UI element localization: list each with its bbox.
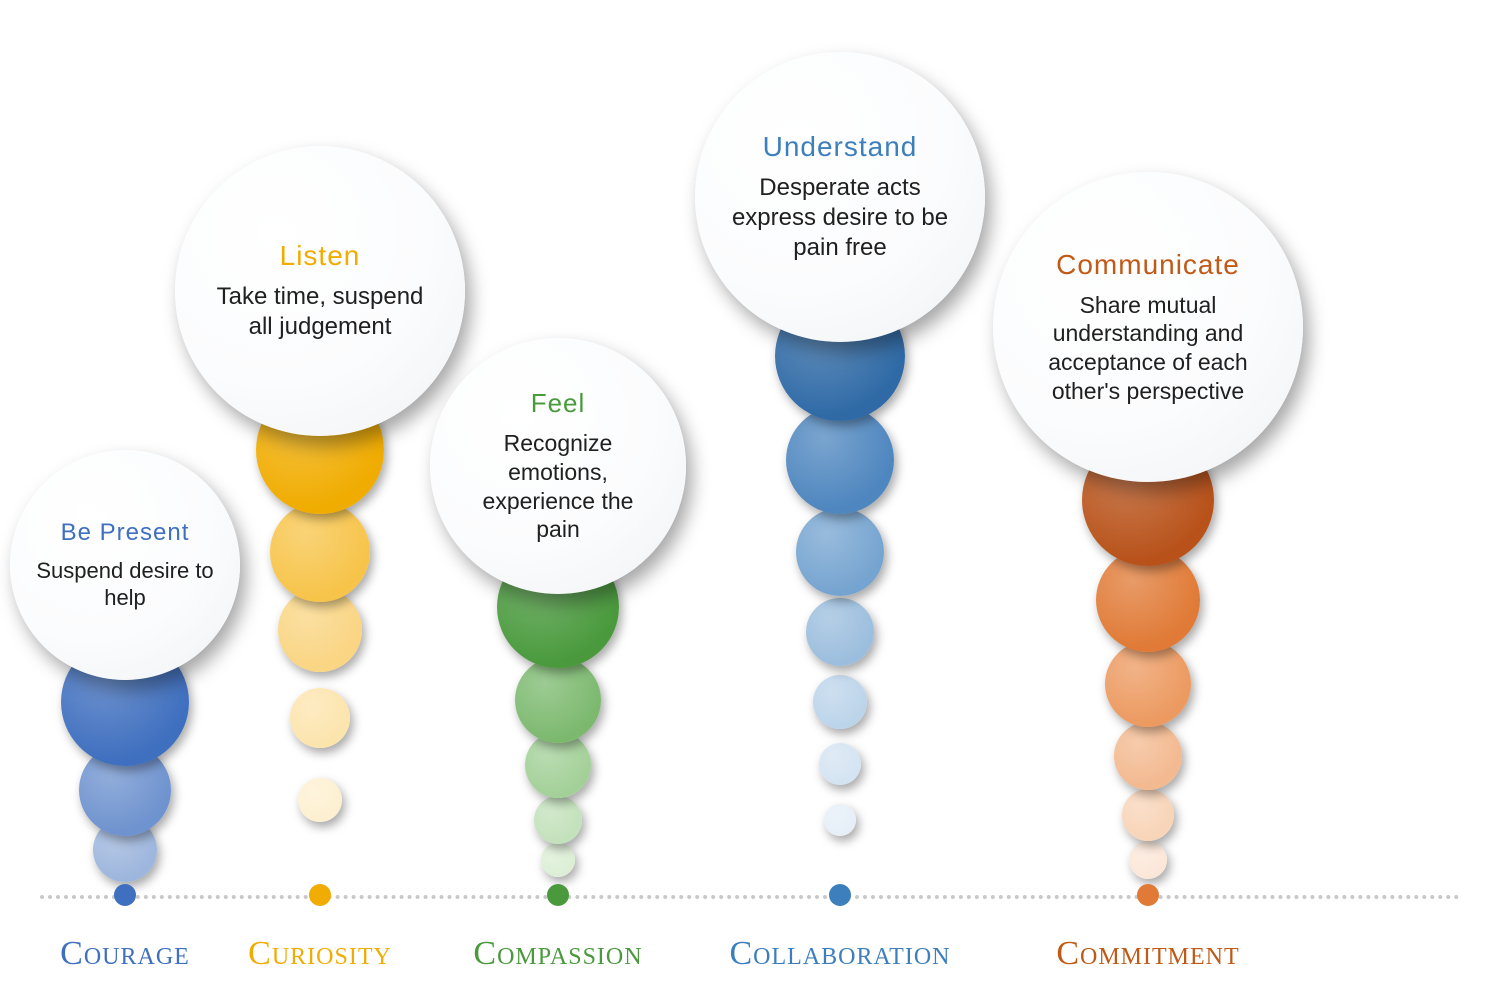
- courage-title: Be Present: [61, 519, 190, 547]
- collaboration-bubble: Understand Desperate acts express desire …: [695, 52, 985, 342]
- courage-footer-label: Courage: [60, 935, 190, 973]
- collaboration-title: Understand: [763, 131, 918, 163]
- curiosity-body: Take time, suspend all judgement: [205, 282, 435, 342]
- compassion-ball: [515, 657, 601, 743]
- collaboration-ball: [824, 804, 856, 836]
- compassion-bubble: Feel Recognize emotions, experience the p…: [430, 338, 686, 594]
- compassion-ball: [534, 796, 582, 844]
- courage-baseline-dot: [114, 884, 136, 906]
- collaboration-ball: [819, 743, 861, 785]
- commitment-ball: [1129, 841, 1167, 879]
- collaboration-ball: [813, 675, 867, 729]
- curiosity-baseline-dot: [309, 884, 331, 906]
- curiosity-ball: [298, 778, 342, 822]
- compassion-title: Feel: [531, 388, 586, 419]
- collaboration-body: Desperate acts express desire to be pain…: [727, 173, 953, 263]
- commitment-title: Communicate: [1056, 249, 1240, 281]
- curiosity-footer-label: Curiosity: [248, 935, 392, 973]
- commitment-ball: [1105, 641, 1191, 727]
- collaboration-baseline-dot: [829, 884, 851, 906]
- collaboration-ball: [806, 598, 874, 666]
- commitment-ball: [1122, 789, 1174, 841]
- commitment-baseline-dot: [1137, 884, 1159, 906]
- commitment-body: Share mutual understanding and acceptanc…: [1029, 291, 1267, 406]
- compassion-ball: [541, 843, 575, 877]
- commitment-ball: [1114, 722, 1182, 790]
- commitment-bubble: Communicate Share mutual understanding an…: [993, 172, 1303, 482]
- collaboration-ball: [796, 508, 884, 596]
- curiosity-title: Listen: [280, 240, 361, 272]
- curiosity-ball: [270, 502, 370, 602]
- collaboration-footer-label: Collaboration: [730, 935, 951, 973]
- compassion-body: Recognize emotions, experience the pain: [460, 429, 656, 544]
- collaboration-ball: [786, 406, 894, 514]
- curiosity-ball: [290, 688, 350, 748]
- baseline: [40, 895, 1460, 899]
- courage-body: Suspend desire to help: [34, 557, 216, 612]
- courage-bubble: Be Present Suspend desire to help: [10, 450, 240, 680]
- compassion-baseline-dot: [547, 884, 569, 906]
- commitment-footer-label: Commitment: [1056, 935, 1239, 973]
- infographic-stage: Be Present Suspend desire to help Courage L…: [0, 0, 1500, 1000]
- compassion-footer-label: Compassion: [473, 935, 642, 973]
- curiosity-bubble: Listen Take time, suspend all judgement: [175, 146, 465, 436]
